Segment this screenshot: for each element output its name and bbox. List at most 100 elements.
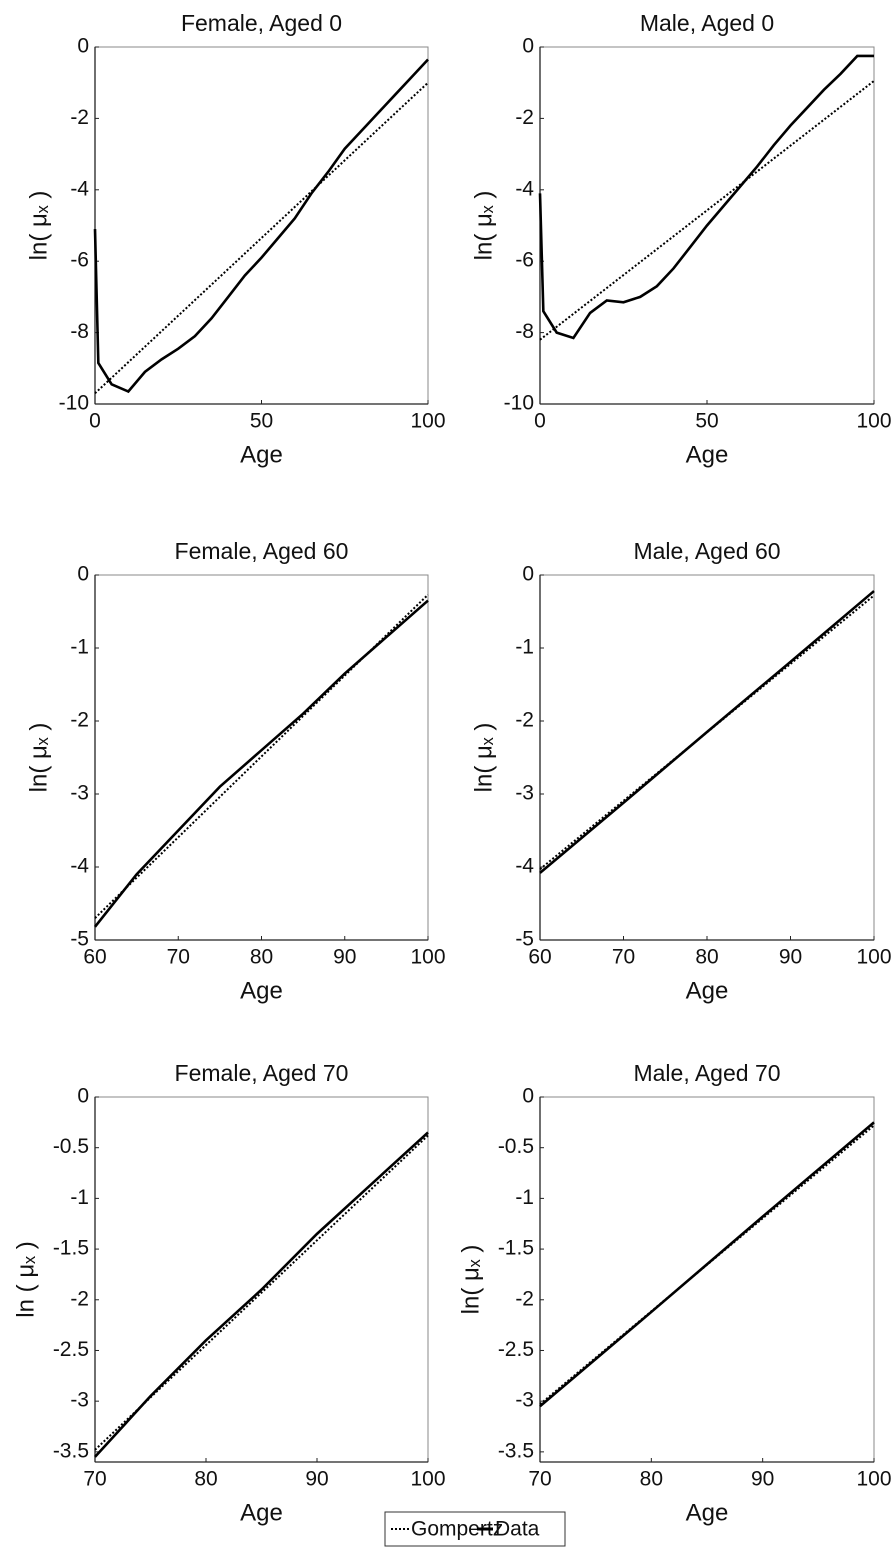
y-tick-label: -6 <box>70 249 89 272</box>
chart-title: Female, Aged 0 <box>181 10 342 36</box>
y-tick-label: -3 <box>515 782 534 805</box>
x-tick-label: 90 <box>779 946 802 969</box>
y-tick-label: 0 <box>77 563 89 586</box>
x-tick-label: 80 <box>695 946 718 969</box>
y-tick-label: -3 <box>70 782 89 805</box>
axes-box <box>94 46 429 405</box>
data-line <box>539 590 875 874</box>
x-tick-label: 0 <box>89 410 101 433</box>
axes-box <box>539 1096 875 1463</box>
x-axis-label: Age <box>240 441 283 468</box>
x-tick-label: 100 <box>856 410 891 433</box>
data-line <box>94 593 429 919</box>
y-tick-label: -0.5 <box>498 1135 534 1158</box>
y-axis-label: ln ( μₓ ) <box>12 1241 39 1317</box>
data-line <box>539 80 875 341</box>
x-tick-label: 70 <box>612 946 635 969</box>
x-tick-label: 0 <box>534 410 546 433</box>
y-axis-label: ln( μₓ ) <box>25 191 52 261</box>
axes-box <box>539 574 875 941</box>
x-tick-label: 60 <box>83 946 106 969</box>
x-tick-label: 60 <box>528 946 551 969</box>
x-tick-label: 70 <box>83 1468 106 1491</box>
data-line <box>538 54 874 340</box>
axes-box <box>94 574 429 941</box>
y-tick-label: -4 <box>70 855 89 878</box>
x-tick-label: 70 <box>528 1468 551 1491</box>
x-axis-label: Age <box>240 1499 283 1526</box>
chart-title: Male, Aged 0 <box>640 10 774 36</box>
y-tick-label: 0 <box>77 1085 89 1108</box>
chart-title: Male, Aged 70 <box>633 1060 780 1086</box>
x-tick-label: 50 <box>250 410 273 433</box>
y-tick-label: -2.5 <box>53 1338 89 1361</box>
y-tick-label: -2 <box>515 106 534 129</box>
data-line <box>93 58 429 394</box>
axes-box <box>94 1096 429 1463</box>
x-axis-label: Age <box>686 441 729 468</box>
x-tick-label: 80 <box>250 946 273 969</box>
y-tick-label: -5 <box>515 928 534 951</box>
y-tick-label: -1 <box>70 1186 89 1209</box>
chart-title: Male, Aged 60 <box>633 538 780 564</box>
y-tick-label: -3 <box>515 1389 534 1412</box>
y-tick-label: 0 <box>522 563 534 586</box>
y-tick-label: -1 <box>70 636 89 659</box>
y-tick-label: -3.5 <box>53 1439 89 1462</box>
y-axis-label: ln( μₓ ) <box>470 723 497 793</box>
y-tick-label: -2 <box>70 106 89 129</box>
y-tick-label: -4 <box>515 177 534 200</box>
x-tick-label: 90 <box>333 946 356 969</box>
x-tick-label: 90 <box>305 1468 328 1491</box>
x-axis-label: Age <box>686 1499 729 1526</box>
y-tick-label: -1 <box>515 636 534 659</box>
legend-label: Data <box>495 1518 540 1541</box>
y-tick-label: -10 <box>59 392 89 415</box>
y-tick-label: -2 <box>515 709 534 732</box>
y-tick-label: -1 <box>515 1186 534 1209</box>
y-tick-label: 0 <box>522 1085 534 1108</box>
x-tick-label: 70 <box>167 946 190 969</box>
x-tick-label: 100 <box>410 410 445 433</box>
y-tick-label: -8 <box>515 320 534 343</box>
y-tick-label: -6 <box>515 249 534 272</box>
y-tick-label: 0 <box>77 35 89 58</box>
y-tick-label: -2 <box>515 1287 534 1310</box>
y-tick-label: -1.5 <box>53 1237 89 1260</box>
y-tick-label: -4 <box>515 855 534 878</box>
x-tick-label: 50 <box>695 410 718 433</box>
y-tick-label: -5 <box>70 928 89 951</box>
y-tick-label: -2 <box>70 1287 89 1310</box>
y-axis-label: ln( μₓ ) <box>470 191 497 261</box>
y-axis-label: ln( μₓ ) <box>457 1245 484 1315</box>
x-tick-label: 80 <box>640 1468 663 1491</box>
y-tick-label: -3 <box>70 1389 89 1412</box>
data-line <box>94 1131 429 1458</box>
y-tick-label: -8 <box>70 320 89 343</box>
x-axis-label: Age <box>240 977 283 1004</box>
y-tick-label: -10 <box>504 392 534 415</box>
legend-box <box>384 1511 566 1547</box>
data-line <box>94 81 429 395</box>
y-tick-label: -4 <box>70 177 89 200</box>
y-tick-label: 0 <box>522 35 534 58</box>
y-tick-label: -2.5 <box>498 1338 534 1361</box>
x-axis-label: Age <box>686 977 729 1004</box>
y-tick-label: -3.5 <box>498 1439 534 1462</box>
x-tick-label: 100 <box>856 946 891 969</box>
x-tick-label: 80 <box>194 1468 217 1491</box>
y-tick-label: -0.5 <box>53 1135 89 1158</box>
data-line <box>539 1121 875 1408</box>
chart-title: Female, Aged 70 <box>175 1060 349 1086</box>
y-tick-label: -2 <box>70 709 89 732</box>
y-axis-label: ln( μₓ ) <box>25 723 52 793</box>
legend-label: Gompertz <box>411 1518 503 1541</box>
y-tick-label: -1.5 <box>498 1237 534 1260</box>
x-tick-label: 100 <box>410 1468 445 1491</box>
data-line <box>93 599 429 928</box>
x-tick-label: 100 <box>856 1468 891 1491</box>
chart-title: Female, Aged 60 <box>175 538 349 564</box>
x-tick-label: 100 <box>410 946 445 969</box>
x-tick-label: 90 <box>751 1468 774 1491</box>
